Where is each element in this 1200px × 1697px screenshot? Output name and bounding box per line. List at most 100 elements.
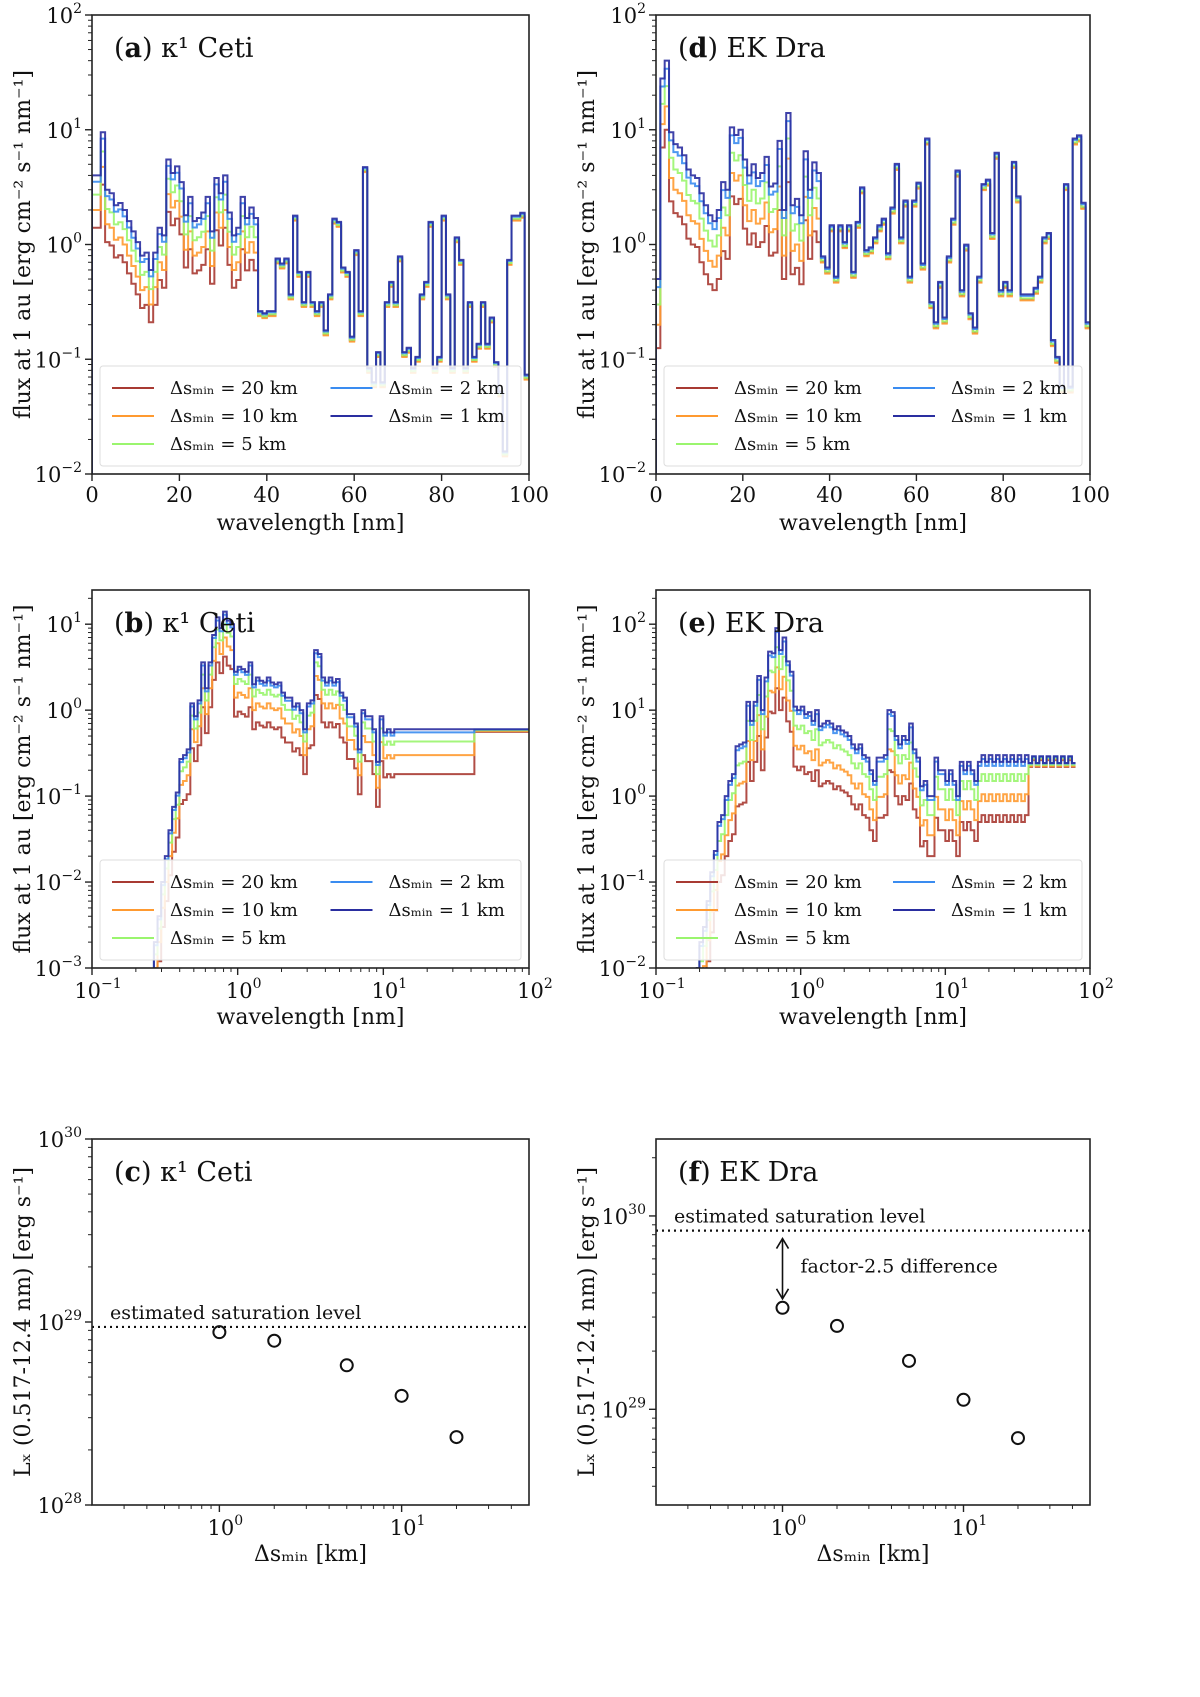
x-tick-label: 10−1 (74, 976, 121, 1003)
legend-label: Δsₘᵢₙ = 1 km (389, 900, 505, 921)
data-point (267, 1333, 282, 1348)
data-point (829, 1318, 844, 1333)
panel-title: (c) κ¹ Ceti (114, 1157, 253, 1188)
plot-area (694, 627, 1076, 968)
legend-label: Δsₘᵢₙ = 1 km (389, 406, 505, 427)
plot-area (656, 1229, 1090, 1446)
x-tick-label: 100 (1070, 483, 1110, 507)
x-tick-label: 102 (1078, 976, 1114, 1003)
x-tick-label: 20 (729, 483, 756, 507)
plot-area (149, 610, 529, 968)
y-tick-label: 1029 (601, 1395, 646, 1422)
x-tick-label: 10−1 (638, 976, 685, 1003)
y-tick-label: 102 (610, 610, 646, 637)
legend-box (99, 859, 522, 961)
legend-box (663, 859, 1083, 961)
x-tick-label: 101 (934, 976, 970, 1003)
legend-label: Δsₘᵢₙ = 1 km (951, 406, 1067, 427)
x-tick-label: 100 (208, 1513, 244, 1540)
y-tick-label: 100 (610, 782, 646, 809)
data-point (394, 1388, 409, 1403)
y-tick-label: 10−1 (35, 345, 82, 372)
data-point (339, 1358, 354, 1373)
x-tick-label: 100 (789, 976, 825, 1003)
arrow-head-down (775, 1288, 790, 1301)
legend-label: Δsₘᵢₙ = 5 km (170, 928, 286, 949)
legend-label: Δsₘᵢₙ = 20 km (170, 378, 298, 399)
series-line-20km (694, 687, 1076, 968)
legend-label: Δsₘᵢₙ = 10 km (734, 900, 862, 921)
legend-label: Δsₘᵢₙ = 10 km (170, 900, 298, 921)
x-axis-label: Δsₘᵢₙ [km] (817, 1542, 930, 1567)
x-tick-label: 80 (990, 483, 1017, 507)
axes-frame (655, 589, 1091, 969)
panel-b: 10−3 10−2 10−1 100 101 10−1 100 101 102 wavelengt… (11, 589, 553, 1030)
y-tick-label: 10−3 (35, 954, 82, 981)
y-tick-label: 10−2 (35, 460, 82, 487)
y-tick-label: 10−2 (599, 460, 646, 487)
factor-label: factor-2.5 difference (801, 1256, 998, 1278)
arrow-head-up (775, 1237, 790, 1250)
legend-label: Δsₘᵢₙ = 10 km (170, 406, 298, 427)
y-tick-label: 101 (610, 116, 646, 143)
data-point (1010, 1431, 1025, 1446)
x-tick-label: 101 (372, 976, 408, 1003)
legend-label: Δsₘᵢₙ = 2 km (389, 378, 505, 399)
saturation-label: estimated saturation level (110, 1302, 361, 1324)
series-line-10km (694, 666, 1076, 968)
x-axis-label: wavelength [nm] (217, 511, 405, 536)
legend-label: Δsₘᵢₙ = 2 km (389, 872, 505, 893)
legend-label: Δsₘᵢₙ = 5 km (170, 434, 286, 455)
y-axis-label: Lₓ (0.517-12.4 nm) [erg s⁻¹] (575, 1167, 600, 1477)
x-axis-label: wavelength [nm] (779, 1005, 967, 1030)
data-point (212, 1325, 227, 1340)
y-tick-label: 101 (46, 116, 82, 143)
data-point (449, 1430, 464, 1445)
x-tick-label: 40 (816, 483, 843, 507)
x-axis-label: wavelength [nm] (779, 511, 967, 536)
y-tick-label: 102 (46, 1, 82, 28)
y-tick-label: 10−1 (599, 868, 646, 895)
x-tick-label: 101 (390, 1513, 426, 1540)
x-axis-label: Δsₘᵢₙ [km] (254, 1542, 367, 1567)
x-tick-label: 0 (85, 483, 98, 507)
axes-frame (655, 1138, 1091, 1506)
series-line-1km (149, 610, 529, 968)
legend-label: Δsₘᵢₙ = 5 km (734, 434, 850, 455)
series-line-20km (149, 655, 529, 968)
x-tick-label: 102 (517, 976, 553, 1003)
data-point (902, 1353, 917, 1368)
panel-c: estimated saturation level 1028 1029 1030 10… (11, 1125, 530, 1567)
y-tick-label: 10−1 (35, 782, 82, 809)
y-axis-label: flux at 1 au [erg cm⁻² s⁻¹ nm⁻¹] (11, 70, 36, 419)
y-tick-label: 10−2 (35, 868, 82, 895)
y-tick-label: 101 (610, 696, 646, 723)
data-point (956, 1392, 971, 1407)
legend-label: Δsₘᵢₙ = 1 km (951, 900, 1067, 921)
y-tick-label: 100 (610, 231, 646, 258)
series-line-5km (694, 646, 1076, 968)
axes-frame (91, 589, 530, 969)
data-point (775, 1300, 790, 1315)
panel-d: 10−2 10−1 100 101 102 0 20 40 60 80 100 wavelength … (575, 1, 1110, 536)
x-tick-label: 100 (509, 483, 549, 507)
y-tick-label: 100 (46, 231, 82, 258)
panel-title: (f) EK Dra (678, 1157, 818, 1188)
legend-label: Δsₘᵢₙ = 20 km (734, 378, 862, 399)
y-tick-label: 10−2 (599, 954, 646, 981)
x-tick-label: 80 (428, 483, 455, 507)
x-axis-label: wavelength [nm] (217, 1005, 405, 1030)
saturation-label: estimated saturation level (674, 1206, 925, 1228)
x-tick-label: 101 (952, 1513, 988, 1540)
plot-area (656, 59, 1090, 474)
panel-title: (e) EK Dra (678, 608, 824, 639)
x-tick-label: 60 (903, 483, 930, 507)
x-tick-label: 100 (226, 976, 262, 1003)
legend-label: Δsₘᵢₙ = 5 km (734, 928, 850, 949)
y-axis-label: flux at 1 au [erg cm⁻² s⁻¹ nm⁻¹] (11, 604, 36, 953)
panel-f: estimated saturation level factor-2.5 dif… (575, 1138, 1091, 1567)
legend-label: Δsₘᵢₙ = 20 km (734, 872, 862, 893)
series-line-1km (656, 59, 1090, 474)
